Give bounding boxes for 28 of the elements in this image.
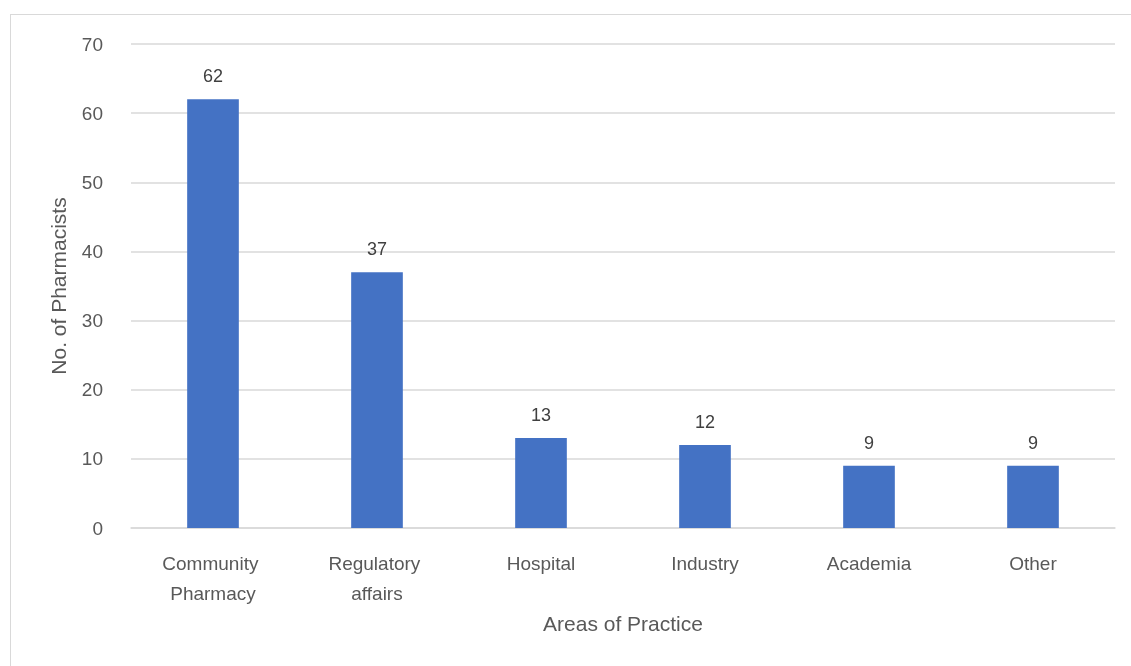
y-tick-label: 20 — [81, 379, 103, 401]
y-tick-label: 10 — [81, 448, 103, 470]
y-tick-label: 50 — [81, 171, 103, 193]
bar — [515, 438, 567, 528]
y-tick-label: 30 — [81, 310, 103, 332]
x-tick-label: Other — [1009, 552, 1058, 574]
data-label: 9 — [1027, 432, 1039, 453]
y-tick-label: 0 — [92, 517, 103, 539]
bar — [187, 99, 239, 528]
y-axis-title: No. of Pharmacists — [47, 197, 70, 375]
data-label: 62 — [202, 66, 224, 87]
bar — [1007, 465, 1059, 528]
x-tick-label: Regulatory affairs — [328, 552, 426, 604]
data-label: 12 — [694, 412, 716, 433]
data-label: 13 — [530, 405, 552, 426]
data-label: 9 — [863, 432, 875, 453]
x-tick-label: Academia — [826, 552, 912, 574]
x-tick-label: Hospital — [506, 552, 576, 574]
data-label: 37 — [366, 239, 388, 260]
x-tick-label: Industry — [671, 552, 740, 574]
bar — [679, 445, 731, 528]
y-tick-label: 60 — [81, 102, 103, 124]
x-tick-label: Community Pharmacy — [162, 552, 264, 604]
y-tick-label: 40 — [81, 240, 103, 262]
bar — [351, 272, 403, 528]
y-tick-label: 70 — [81, 33, 103, 55]
bar — [843, 465, 895, 528]
x-axis-title: Areas of Practice — [543, 612, 703, 635]
